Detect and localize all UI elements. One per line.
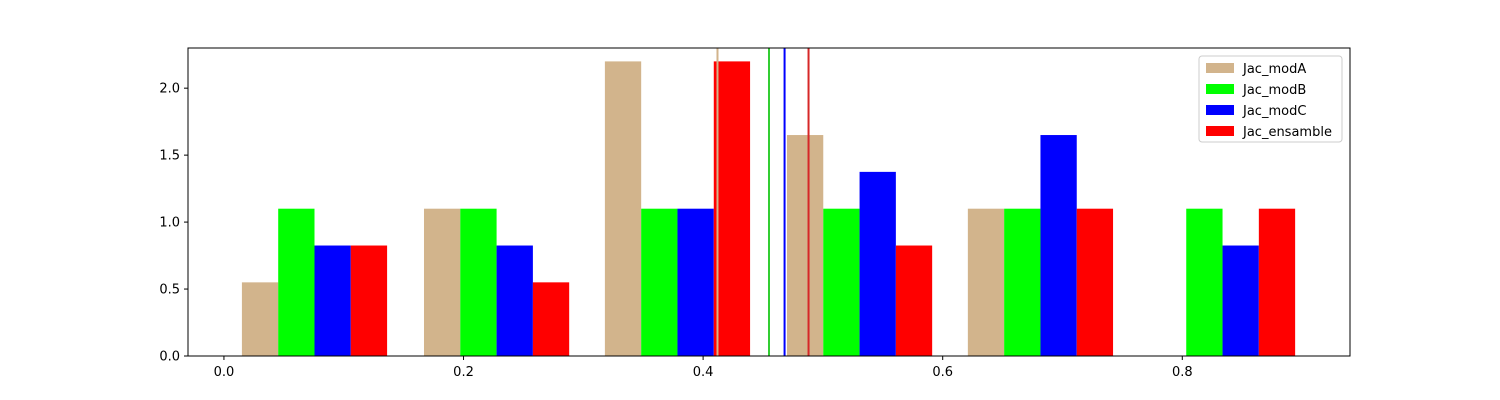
legend-swatch-jac-moda	[1206, 63, 1234, 73]
bar-jac-modb-bin-4	[1004, 208, 1041, 356]
x-tick-label: 0.2	[453, 365, 474, 380]
bar-jac-modb-bin-2	[641, 208, 678, 356]
bar-jac-modc-bin-0	[314, 245, 351, 356]
bar-jac-modb-bin-1	[460, 208, 497, 356]
bar-jac-modb-bin-0	[278, 208, 315, 356]
legend-swatch-jac-modc	[1206, 105, 1234, 115]
bar-jac-moda-bin-2	[604, 61, 642, 357]
legend-label-jac-moda: Jac_modA	[1242, 62, 1306, 77]
bar-jac-moda-bin-3	[786, 135, 824, 356]
bar-jac-modc-bin-2	[677, 208, 714, 356]
legend-label-jac-modc: Jac_modC	[1242, 104, 1306, 119]
bar-jac-ensamble-bin-4	[1076, 208, 1114, 356]
plot-frame	[187, 47, 1351, 357]
bar-jac-moda-bin-1	[423, 208, 461, 356]
legend-swatch-jac-ensamble	[1206, 126, 1234, 136]
legend-box	[1198, 55, 1343, 143]
y-tick-label: 2.0	[159, 82, 180, 97]
bar-jac-modc-bin-3	[859, 171, 896, 356]
bar-jac-modb-bin-5	[1186, 208, 1223, 356]
legend: Jac_modA Jac_modB Jac_modC Jac_ensamble	[1198, 55, 1343, 143]
bar-jac-modb-bin-3	[823, 208, 860, 356]
legend-swatch-jac-modb	[1206, 84, 1234, 94]
legend-label-jac-modb: Jac_modB	[1242, 83, 1306, 98]
bar-jac-moda-bin-0	[241, 282, 279, 356]
bar-jac-modc-bin-4	[1040, 135, 1077, 356]
x-tick-label: 0.8	[1172, 365, 1193, 380]
mean-lines-group	[716, 48, 810, 356]
y-tick-label: 0.0	[159, 350, 180, 365]
y-axis: 0.0 0.5 1.0 1.5 2.0	[159, 82, 188, 365]
legend-label-jac-ensamble: Jac_ensamble	[1242, 125, 1332, 140]
bar-jac-ensamble-bin-0	[350, 245, 388, 356]
bar-jac-ensamble-bin-2	[713, 61, 751, 357]
x-tick-label: 0.6	[932, 365, 953, 380]
y-tick-label: 0.5	[159, 283, 180, 298]
bars-group	[241, 61, 1296, 357]
y-tick-label: 1.5	[159, 149, 180, 164]
bar-jac-ensamble-bin-1	[532, 282, 570, 356]
bar-jac-modc-bin-1	[496, 245, 533, 356]
x-tick-label: 0.4	[693, 365, 714, 380]
y-tick-label: 1.0	[159, 216, 180, 231]
bar-jac-ensamble-bin-3	[895, 245, 933, 356]
bar-jac-modc-bin-5	[1222, 245, 1259, 356]
x-tick-label: 0.0	[214, 365, 235, 380]
x-axis: 0.0 0.2 0.4 0.6 0.8	[214, 356, 1193, 380]
bar-jac-ensamble-bin-5	[1258, 208, 1296, 356]
bar-jac-moda-bin-4	[967, 208, 1005, 356]
